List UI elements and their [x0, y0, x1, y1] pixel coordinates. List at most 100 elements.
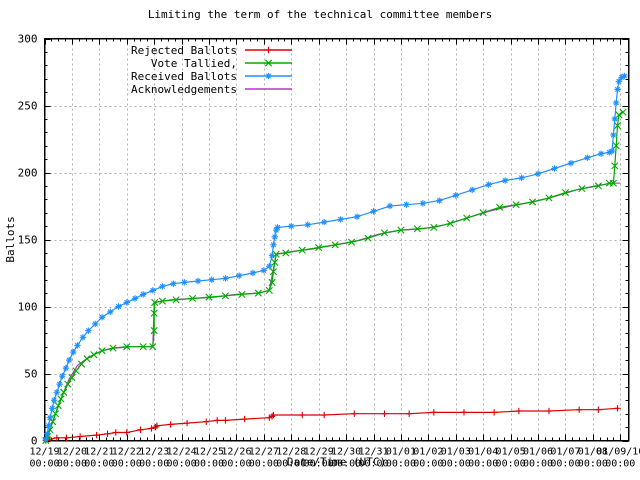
series-marker	[609, 179, 618, 187]
series-marker	[158, 297, 166, 305]
series-marker	[54, 389, 60, 395]
series-marker	[139, 343, 147, 351]
series-marker	[551, 165, 558, 172]
series-marker	[321, 219, 327, 225]
series-marker	[446, 219, 454, 228]
series-marker	[268, 278, 276, 286]
series-marker	[612, 142, 620, 150]
plot-frame	[43, 37, 630, 442]
x-tick-label: 01/03	[441, 447, 471, 458]
x-tick-label-time: 00:00	[386, 459, 416, 470]
series-marker	[387, 203, 393, 209]
series-marker	[578, 184, 586, 193]
series-marker	[430, 223, 438, 232]
series-marker	[347, 238, 356, 246]
series-marker	[518, 175, 525, 181]
x-tick-label: 12/26	[221, 447, 251, 458]
x-tick-label: 01/04	[468, 447, 498, 458]
x-tick-label-time: 00:00	[468, 459, 498, 470]
x-tick-label: 12/28	[276, 447, 306, 458]
series-marker	[149, 343, 157, 351]
series-marker	[98, 347, 106, 355]
series-marker	[107, 309, 113, 315]
series-marker	[80, 334, 86, 340]
series-marker	[60, 388, 68, 396]
x-tick-label-time: 00:00	[550, 459, 580, 470]
series-marker	[261, 267, 267, 273]
series-marker	[364, 234, 372, 242]
series-marker	[159, 283, 166, 290]
x-tick-label-time: 00:00	[112, 459, 142, 470]
y-tick-label: 300	[18, 33, 38, 46]
y-tick-label: 100	[18, 301, 38, 314]
x-tick-label: 01/02	[413, 447, 443, 458]
series-marker	[172, 296, 180, 304]
x-tick-label-time: 00:00	[441, 459, 471, 470]
x-axis-title: Date/Time (UTC)	[287, 456, 386, 469]
x-tick-label: 12/27	[249, 447, 279, 458]
series-marker	[56, 381, 63, 387]
series-marker	[420, 200, 426, 206]
series-marker	[315, 243, 323, 252]
series-marker	[72, 367, 80, 375]
series-marker	[68, 373, 76, 382]
series-received-ballots	[42, 72, 628, 443]
x-tick-label-time: 00:00	[276, 459, 306, 470]
x-tick-label: 12/20	[57, 447, 87, 458]
series-marker	[266, 263, 272, 269]
chart-title: Limiting the term of the technical commi…	[147, 8, 493, 21]
series-marker	[92, 321, 98, 327]
x-tick-label: 12/23	[139, 447, 169, 458]
x-tick-label-time: 00:00	[413, 459, 443, 470]
legend-label: Acknowledgements	[131, 83, 237, 96]
series-marker	[54, 402, 62, 410]
legend-label: Rejected Ballots	[131, 44, 237, 57]
series-marker	[613, 122, 622, 130]
series-marker	[74, 342, 81, 348]
series-marker	[265, 73, 272, 79]
series-vote-tallied	[42, 108, 627, 445]
series-marker	[502, 177, 508, 184]
series-marker	[469, 187, 475, 193]
series-marker	[380, 229, 389, 237]
series-marker	[486, 181, 492, 188]
series-marker	[545, 194, 553, 202]
series-marker	[282, 249, 290, 257]
series-marker	[254, 289, 262, 297]
series-marker	[57, 395, 65, 403]
x-tick-label-time: 00:00	[304, 459, 334, 470]
series-marker	[222, 275, 229, 281]
series-marker	[63, 365, 69, 371]
series-marker	[150, 287, 156, 294]
legend-label: Received Ballots	[131, 70, 237, 83]
gridlines-layer	[44, 38, 629, 441]
legend-marker	[265, 46, 272, 54]
series-marker	[181, 279, 187, 286]
series-marker	[85, 327, 91, 334]
x-tick-label-time: 00:00	[29, 459, 59, 470]
series-marker	[298, 246, 306, 254]
series-marker	[535, 171, 541, 177]
legend-marker	[264, 59, 273, 67]
series-marker	[238, 290, 246, 299]
series-marker	[151, 298, 159, 307]
series-line	[45, 75, 625, 440]
x-tick-label: 12/21	[84, 447, 114, 458]
y-axis-title: Ballots	[4, 216, 17, 262]
x-tick-label: 12/24	[167, 447, 197, 458]
series-marker	[45, 423, 52, 429]
series-marker	[99, 314, 105, 320]
series-marker	[272, 250, 280, 258]
series-marker	[250, 270, 256, 276]
x-tick-label-time: 00:00	[249, 459, 279, 470]
series-marker	[132, 295, 138, 302]
series-marker	[265, 286, 273, 295]
series-marker	[370, 208, 377, 214]
series-marker	[64, 380, 72, 388]
series-line	[45, 182, 621, 441]
series-marker	[331, 241, 339, 249]
series-marker	[43, 436, 49, 442]
x-tick-label-time: 00:00	[605, 459, 635, 470]
